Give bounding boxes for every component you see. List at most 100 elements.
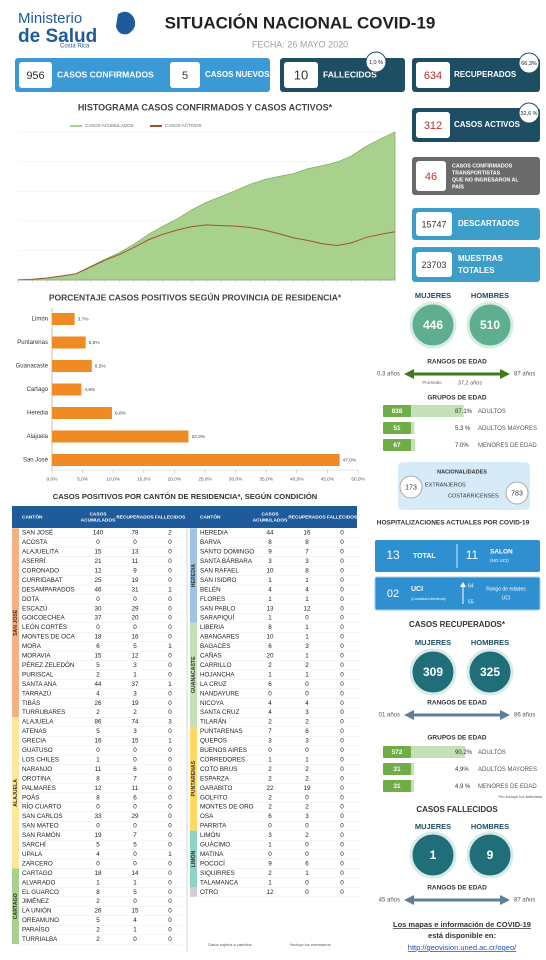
arrow-head [404,895,414,905]
group-share: 7.0% [455,443,469,449]
canton-value: 5 [96,662,100,669]
arrow-head [500,369,510,379]
y-tick-label: Guanacaste [16,364,49,370]
canton-value: 140 [93,530,104,537]
canton-value: 1 [305,756,309,763]
canton-value: 0 [340,605,344,612]
canton-name: TURRUBARES [22,709,65,716]
age-max: 86 años [514,713,535,719]
group-bar [411,780,414,792]
canton-value: 21 [94,558,102,565]
canton-value: 2 [96,898,100,905]
canton-value: 0 [340,813,344,820]
canton-name: OSA [200,813,214,820]
canton-value: 0 [133,804,137,811]
y-tick-label: San José [23,458,49,464]
arrow-head [460,582,466,587]
kpi-label: MUESTRAS [458,254,504,263]
gender-value: 9 [487,848,494,862]
canton-name: TURRIALBA [22,936,58,943]
canton-name: NICOYA [200,700,224,707]
avg-label: Promedio [422,380,442,385]
column-header: ACUMULADOS [81,517,116,523]
column-header: RECUPERADOS [116,514,154,520]
kpi-value: 23703 [421,260,446,270]
kpi-value: 10 [294,67,308,82]
badge [365,51,387,73]
canton-value: 0 [305,889,309,896]
canton-value: 11 [132,558,139,565]
group-label: MENORES DE EDAD [478,784,537,790]
canton-value: 1 [96,879,100,886]
canton-name: BELÉN [200,584,221,593]
canton-name: ALVARADO [22,879,55,886]
gender-label: MUJERES [415,822,451,831]
note: *No incluye los fallecidos [498,794,542,799]
gender-label: HOMBRES [471,291,509,300]
canton-name: PÉREZ ZELEDÓN [22,660,75,669]
age-max: 87 años [514,898,535,904]
canton-value: 0 [268,851,272,858]
canton-value: 0 [96,624,100,631]
canton-value: 0 [168,671,172,678]
canton-value: 0 [340,870,344,877]
canton-value: 3 [305,643,309,650]
value-box [416,62,450,88]
canton-value: 0 [96,804,100,811]
canton-value: 4 [268,709,272,716]
hospital-value: 13 [386,548,400,562]
canton-value: 0 [133,756,137,763]
canton-name: ALAJUELITA [22,549,59,556]
canton-value: 0 [268,690,272,697]
canton-name: MONTES DE OCA [22,634,76,641]
footer-link: http://geovision.uned.ac.cr/ogeo/ [408,943,517,952]
bar [52,336,86,349]
section-title: RANGOS DE EDAD [427,885,487,892]
column-header: FALLECIDOS [327,514,358,520]
nationality-box [398,462,530,510]
page-title: SITUACIÓN NACIONAL COVID-19 [165,13,436,32]
canton-value: 6 [96,643,100,650]
kpi-label: QUE NO INGRESARON AL [452,177,519,183]
data-label: 6,5% [95,363,107,369]
canton-value: 5 [96,728,100,735]
kpi-value: 46 [425,171,437,183]
canton-value: 2 [268,804,272,811]
canton-name: PARAÍSO [22,925,50,934]
canton-value: 12 [94,785,102,792]
canton-value: 14 [131,870,139,877]
group-count-box [383,746,411,758]
province-strip [12,868,19,945]
canton-name: FLORES [200,596,225,603]
nationality-circle [399,475,423,499]
canton-value: 1 [268,879,272,886]
canton-value: 16 [303,530,311,537]
group-count-box [383,422,411,434]
canton-value: 0 [340,634,344,641]
canton-name: TARRAZÚ [22,688,52,697]
y-tick-label: Heredia [27,411,49,417]
canton-name: PARRITA [200,823,227,830]
canton-value: 0 [168,709,172,716]
value-box [416,112,450,138]
group-count: 51 [393,425,401,432]
canton-value: 2 [305,766,309,773]
canton-name: ALAJUELA [22,719,54,726]
data-label: 22,3% [191,434,205,440]
canton-value: 2 [96,927,100,934]
canton-value: 8 [96,889,100,896]
canton-value: 26 [94,700,102,707]
canton-name: SANTA CRUZ [200,709,240,716]
column-header: CANTÓN [200,512,221,520]
canton-value: 3 [268,738,272,745]
canton-value: 0 [168,596,172,603]
canton-value: 0 [305,879,309,886]
canton-value: 6 [268,813,272,820]
canton-value: 0 [168,634,172,641]
canton-name: CORONADO [22,567,59,574]
canton-value: 0 [340,794,344,801]
canton-value: 3 [305,813,309,820]
hospital-note: (Cuidados Intensivos) [411,597,446,601]
canton-value: 0 [340,747,344,754]
org-country: Costa Rica [60,44,90,50]
